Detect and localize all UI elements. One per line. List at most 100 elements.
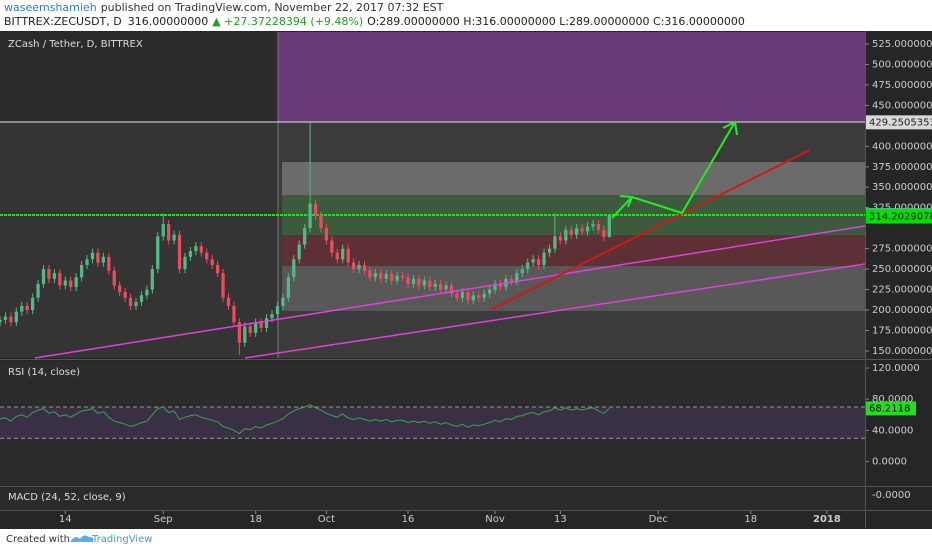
- candle-body: [580, 228, 584, 232]
- marks: [0, 122, 611, 356]
- candle-body: [477, 295, 481, 298]
- candle-body: [487, 289, 492, 294]
- x-tick-label: 13: [554, 514, 567, 525]
- y-tick-label: 40.0000: [872, 425, 913, 436]
- candle-body: [346, 248, 350, 263]
- candle-body: [25, 305, 29, 311]
- candle-body: [297, 244, 301, 260]
- candle-body: [373, 273, 378, 278]
- candle-body: [319, 215, 323, 229]
- zones: [0, 32, 865, 358]
- candle-body: [275, 305, 280, 315]
- trend-line: [244, 263, 866, 359]
- candle-body: [384, 274, 388, 279]
- candle-body: [112, 270, 116, 286]
- y-tick-label: 80.0000: [872, 394, 913, 405]
- candle-body: [69, 280, 73, 288]
- candle-body: [460, 292, 465, 298]
- candle-body: [411, 278, 416, 284]
- candle-body: [553, 236, 557, 249]
- candle-body: [90, 252, 95, 260]
- candle-body: [400, 275, 405, 278]
- candle-body: [248, 326, 252, 333]
- price-marker-label: 314.20290783: [869, 212, 932, 223]
- candle-body: [313, 203, 318, 216]
- y-tick-label: 150.00000000: [872, 346, 932, 357]
- candle-body: [52, 273, 57, 279]
- red-box: [282, 235, 865, 266]
- symbol-line: BITTREX:ZECUSDT, D 316.00000000 ▲ +27.3722…: [4, 15, 745, 28]
- pane-title: ZCash / Tether, D, BITTREX: [8, 39, 143, 50]
- candle-body: [422, 280, 426, 286]
- candle-body: [107, 256, 111, 271]
- candle-body: [58, 273, 62, 286]
- candle-body: [406, 277, 410, 284]
- y-tick-label: 475.00000000: [872, 80, 932, 91]
- candle-body: [395, 275, 399, 281]
- candle-body: [9, 316, 13, 323]
- candle-body: [564, 229, 568, 241]
- candle-body: [31, 297, 35, 311]
- y-tick-label: 225.00000000: [872, 285, 932, 296]
- candle-body: [0, 319, 2, 323]
- x-tick-label: 2018: [813, 514, 841, 525]
- candle-body: [161, 224, 165, 237]
- candle-body: [150, 269, 154, 290]
- candle-body: [167, 224, 171, 241]
- drawings: [34, 120, 866, 359]
- candle-body: [449, 285, 454, 294]
- candle-body: [417, 278, 421, 286]
- candle-body: [63, 280, 67, 286]
- y-tick-label: 450.00000000: [872, 100, 932, 111]
- trend-line: [34, 225, 866, 359]
- candle-body: [286, 277, 290, 298]
- x-tick-label: Oct: [318, 514, 335, 525]
- candle-body: [520, 269, 524, 274]
- candle-body: [607, 215, 611, 238]
- brand-logo: [70, 535, 94, 542]
- candle-body: [101, 256, 105, 263]
- candle-body: [390, 274, 394, 281]
- candle-body: [237, 322, 242, 343]
- candle-body: [226, 297, 231, 306]
- candle-body: [36, 283, 40, 298]
- candle-body: [259, 322, 263, 329]
- candle-body: [362, 264, 367, 271]
- candle-body: [139, 295, 144, 302]
- macd-layer: -0.0000: [872, 490, 911, 501]
- footer-text: Created with: [6, 534, 70, 545]
- header-line: waseemshamieh published on TradingView.co…: [4, 1, 444, 14]
- candle-body: [335, 252, 339, 260]
- arrow-head: [722, 120, 738, 136]
- candle-body: [428, 280, 432, 288]
- arrow-head: [619, 195, 634, 208]
- candle-body: [41, 269, 46, 284]
- candle-body: [199, 246, 203, 253]
- author[interactable]: waseemshamieh: [4, 1, 97, 14]
- time-axis: 14 Sep 18 Oct 16 Nov 13 Dec 18 2018: [59, 511, 841, 525]
- candle-body: [215, 264, 220, 274]
- x-tick-label: 18: [744, 514, 757, 525]
- candle-body: [96, 252, 100, 263]
- candle-body: [536, 259, 541, 265]
- candle-body: [433, 283, 437, 288]
- footer-brand[interactable]: TradingView: [91, 534, 152, 545]
- candle-body: [188, 251, 193, 257]
- candle-body: [439, 283, 443, 290]
- candle-body: [123, 292, 127, 298]
- candle-body: [324, 228, 329, 241]
- pane-title: MACD (24, 52, close, 9): [8, 492, 126, 503]
- ohlc: O:289.00000000 H:316.00000000 L:289.0000…: [367, 15, 745, 28]
- candle-body: [177, 234, 182, 270]
- grey-box: [282, 162, 865, 195]
- candle-body: [14, 311, 18, 323]
- candle-body: [134, 301, 138, 306]
- candle-body: [172, 234, 176, 241]
- symbol: BITTREX:ZECUSDT, D: [4, 15, 122, 28]
- candle-body: [243, 326, 247, 343]
- y-tick-label: 375.00000000: [872, 162, 932, 173]
- candle-body: [85, 259, 89, 265]
- target-zone: [278, 32, 865, 122]
- x-tick-label: Sep: [154, 514, 173, 525]
